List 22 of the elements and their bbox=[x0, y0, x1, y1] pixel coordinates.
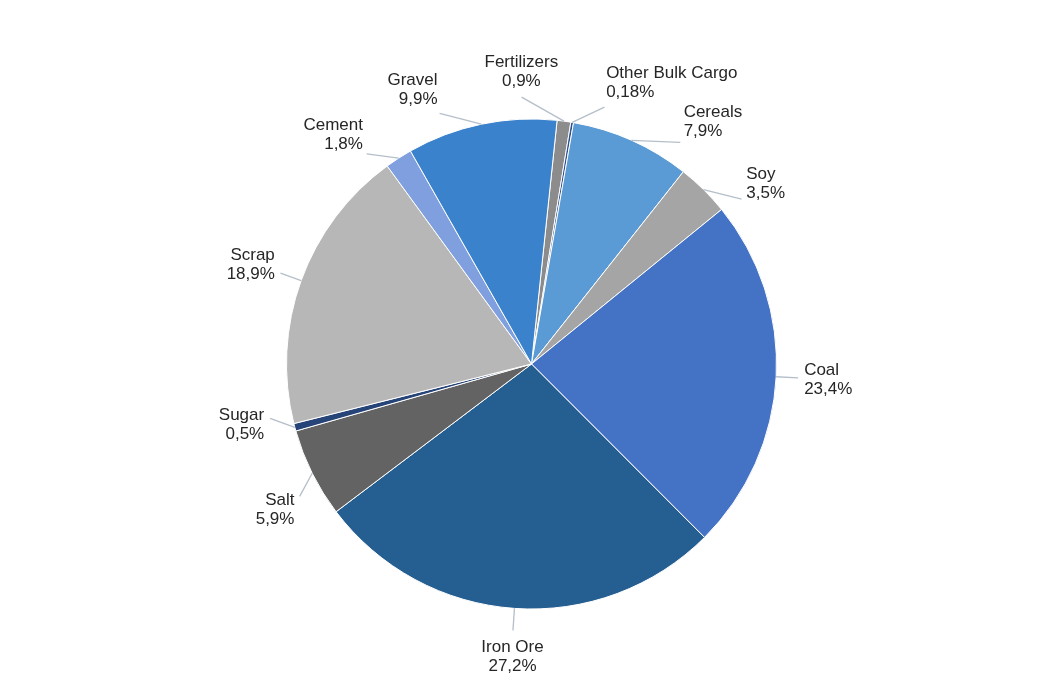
slice-label: Salt bbox=[265, 490, 295, 510]
slice-label: Iron Ore bbox=[481, 637, 544, 657]
data-label: 18,9% bbox=[226, 264, 275, 284]
slice-label: Cement bbox=[303, 114, 364, 134]
data-label: 23,4% bbox=[804, 379, 853, 399]
data-label: 7,9% bbox=[683, 120, 723, 140]
slice-label: Scrap bbox=[230, 245, 275, 265]
data-label: 1,8% bbox=[324, 133, 363, 153]
data-label: 0,5% bbox=[225, 423, 265, 443]
slice-label: Sugar bbox=[218, 404, 265, 424]
data-label: 5,9% bbox=[255, 509, 295, 529]
data-label: 27,2% bbox=[488, 656, 537, 676]
data-label: 9,9% bbox=[398, 88, 438, 108]
slice-label: Cereals bbox=[683, 101, 743, 121]
slice-label: Fertilizers bbox=[484, 52, 559, 72]
data-label: 3,5% bbox=[746, 183, 785, 203]
slice-label: Coal bbox=[804, 360, 840, 380]
slice-label: Other Bulk Cargo bbox=[606, 63, 738, 83]
data-label: 0,18% bbox=[606, 82, 655, 102]
slice-label: Gravel bbox=[387, 69, 438, 89]
slice-label: Soy bbox=[746, 164, 777, 184]
data-label: 0,9% bbox=[501, 71, 541, 91]
